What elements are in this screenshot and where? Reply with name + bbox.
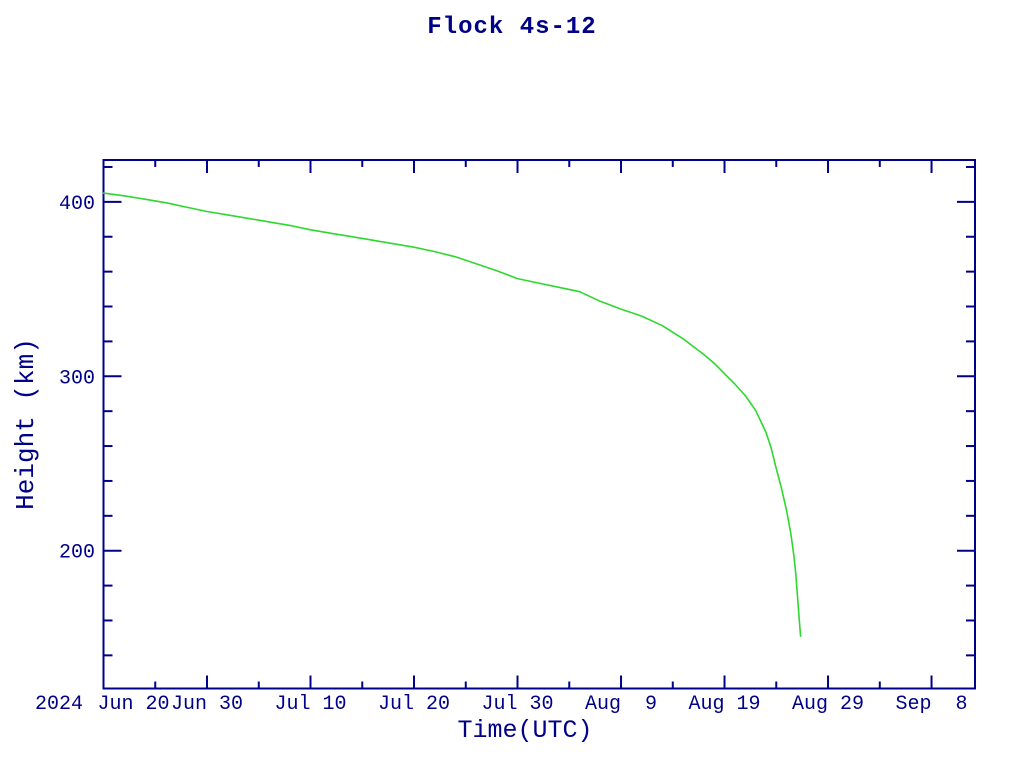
y-axis-label: Height (km) xyxy=(11,338,41,510)
x-tick-label: Jul 10 xyxy=(274,693,346,716)
x-axis-year-label: 2024 xyxy=(35,693,84,716)
x-tick-label: Jun 20 xyxy=(97,693,169,716)
x-tick-label: Aug 19 xyxy=(689,693,761,716)
y-tick-label: 200 xyxy=(59,542,95,565)
x-tick-label: Jun 30 xyxy=(171,693,243,716)
y-tick-label: 400 xyxy=(59,193,95,216)
chart-title: Flock 4s-12 xyxy=(427,14,597,41)
x-tick-label: Jul 30 xyxy=(482,693,554,716)
plot-frame xyxy=(102,159,976,690)
x-axis-label: Time(UTC) xyxy=(457,716,593,745)
x-tick-label: Aug 9 xyxy=(585,693,657,716)
decay-curve xyxy=(102,192,802,638)
x-tick-label: Jul 20 xyxy=(378,693,450,716)
y-tick-label: 300 xyxy=(59,367,95,390)
x-tick-label: Aug 29 xyxy=(792,693,864,716)
x-tick-label: Sep 8 xyxy=(896,693,968,716)
